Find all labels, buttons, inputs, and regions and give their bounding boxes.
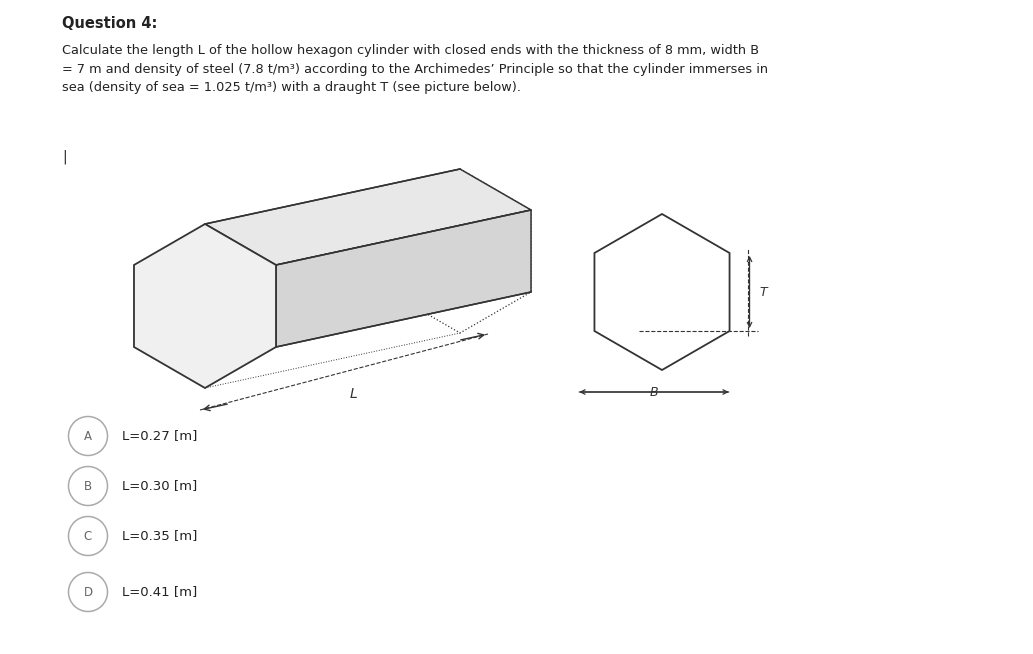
Text: B: B xyxy=(646,385,662,398)
Circle shape xyxy=(68,466,107,506)
Circle shape xyxy=(68,417,107,455)
Polygon shape xyxy=(276,210,531,347)
Text: Question 4:: Question 4: xyxy=(62,16,157,31)
Polygon shape xyxy=(594,214,729,370)
Circle shape xyxy=(68,517,107,555)
Polygon shape xyxy=(205,169,531,265)
Text: L=0.30 [m]: L=0.30 [m] xyxy=(122,479,197,492)
Text: L=0.35 [m]: L=0.35 [m] xyxy=(122,530,197,543)
Text: L=0.27 [m]: L=0.27 [m] xyxy=(122,430,197,443)
Text: L=0.41 [m]: L=0.41 [m] xyxy=(122,585,197,598)
Text: C: C xyxy=(84,530,92,543)
Text: B: B xyxy=(84,479,92,492)
Text: Calculate the length L of the hollow hexagon cylinder with closed ends with the : Calculate the length L of the hollow hex… xyxy=(62,44,769,94)
Text: |: | xyxy=(62,149,66,164)
Text: A: A xyxy=(84,430,92,443)
Text: D: D xyxy=(84,585,93,598)
Text: L: L xyxy=(350,387,357,401)
Circle shape xyxy=(68,572,107,611)
Polygon shape xyxy=(134,224,276,388)
Text: T: T xyxy=(759,286,768,298)
